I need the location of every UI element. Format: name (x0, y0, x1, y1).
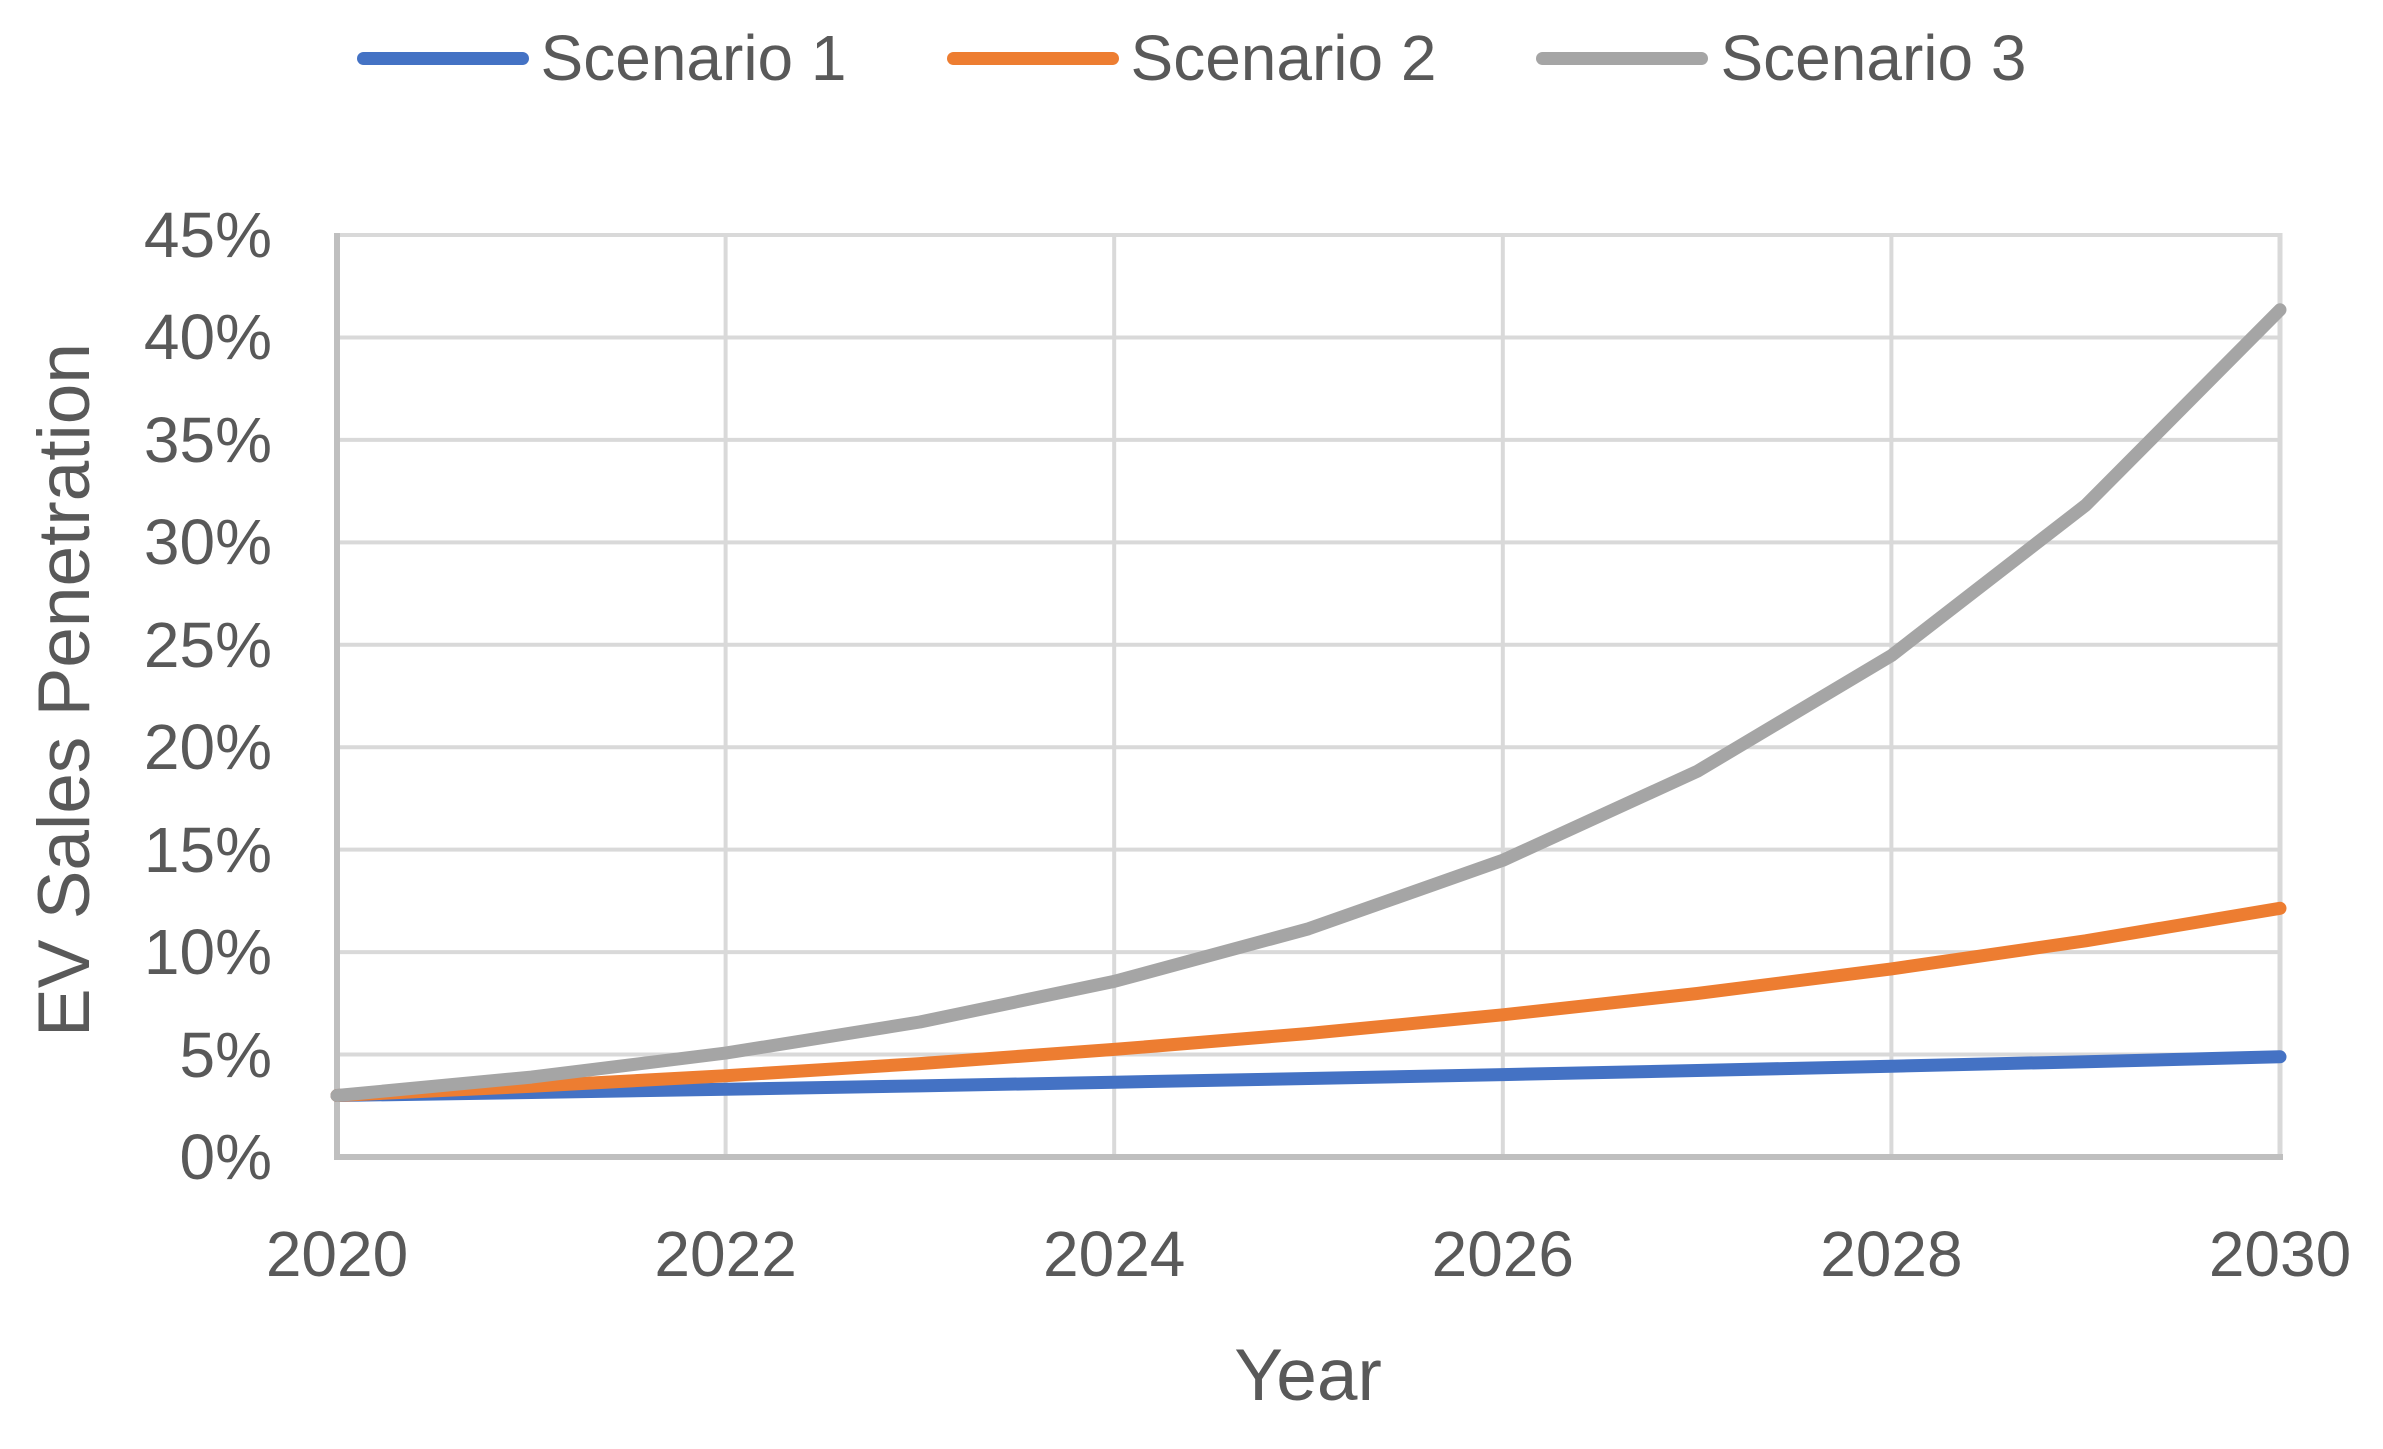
x-tick-label: 2028 (1820, 1218, 1963, 1290)
legend-label: Scenario 1 (540, 22, 847, 94)
legend-label: Scenario 2 (1130, 22, 1437, 94)
y-tick-label: 30% (143, 506, 272, 579)
y-tick-label: 25% (143, 608, 272, 681)
y-tick-label: 35% (143, 403, 272, 476)
y-tick-label: 40% (143, 301, 272, 374)
legend-line-swatch (946, 51, 1119, 65)
y-axis-title: EV Sales Penetration (24, 343, 105, 1037)
legend-line-swatch (1536, 51, 1709, 65)
x-axis-title: Year (1234, 1335, 1382, 1416)
legend-item-scenario-3: Scenario 3 (1536, 22, 2026, 94)
legend-item-scenario-1: Scenario 1 (356, 22, 847, 94)
legend-item-scenario-2: Scenario 2 (946, 22, 1437, 94)
y-tick-label: 10% (143, 916, 272, 989)
x-tick-label: 2020 (265, 1218, 409, 1290)
y-tick-label: 15% (143, 813, 272, 886)
y-tick-label: 20% (143, 711, 272, 784)
y-tick-label: 0% (179, 1121, 273, 1193)
legend-label: Scenario 3 (1720, 22, 2027, 94)
series-line-scenario-3 (330, 303, 2287, 1102)
y-tick-label: 45% (143, 199, 272, 271)
x-tick-label: 2030 (2208, 1218, 2352, 1290)
legend-line-swatch (356, 51, 529, 65)
y-tick-label: 5% (179, 1018, 273, 1091)
x-tick-label: 2024 (1043, 1218, 1186, 1290)
x-tick-label: 2026 (1431, 1218, 1574, 1290)
chart-legend: Scenario 1 Scenario 2 Scenario 3 (0, 22, 2383, 94)
x-tick-label: 2022 (654, 1218, 797, 1290)
series-line-scenario-2 (330, 901, 2287, 1102)
series-line-scenario-1 (330, 1050, 2287, 1102)
